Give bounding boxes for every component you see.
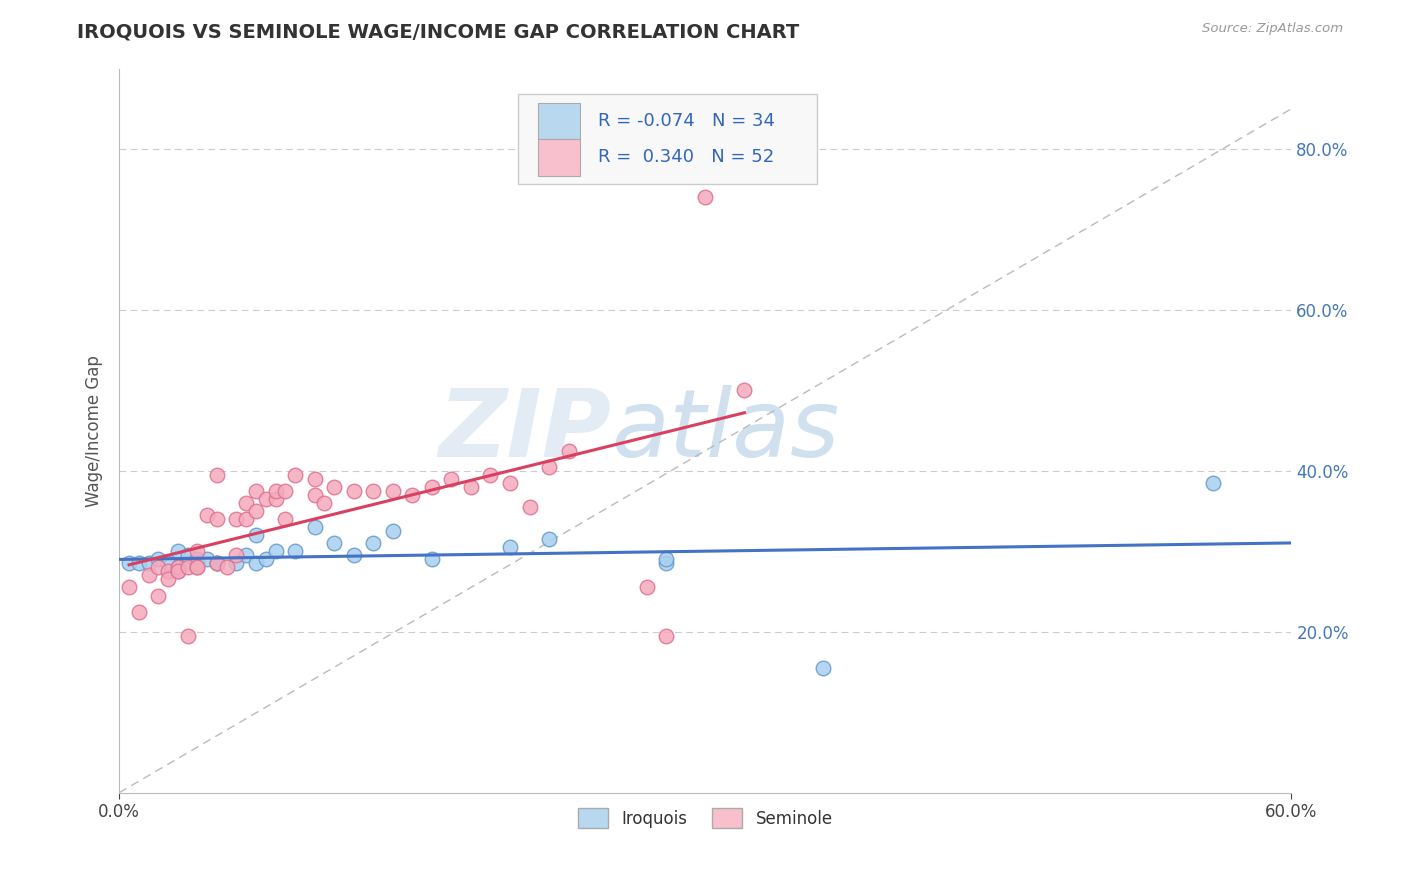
Point: [148, 589, 170, 603]
Point: [557, 443, 579, 458]
Point: [186, 560, 208, 574]
Point: [695, 190, 717, 204]
Point: [274, 483, 297, 498]
Point: [440, 472, 463, 486]
FancyBboxPatch shape: [537, 103, 579, 139]
Point: [138, 557, 160, 571]
Point: [245, 557, 267, 571]
Point: [157, 565, 180, 579]
Point: [176, 549, 198, 563]
Text: Source: ZipAtlas.com: Source: ZipAtlas.com: [1202, 22, 1343, 36]
Point: [420, 552, 443, 566]
Point: [245, 504, 267, 518]
Point: [205, 557, 228, 571]
Point: [284, 544, 307, 558]
Legend: Iroquois, Seminole: Iroquois, Seminole: [571, 801, 839, 835]
Point: [186, 557, 208, 571]
FancyBboxPatch shape: [537, 139, 579, 176]
Point: [264, 483, 287, 498]
Point: [176, 560, 198, 574]
Y-axis label: Wage/Income Gap: Wage/Income Gap: [86, 355, 103, 507]
Point: [176, 557, 198, 571]
Point: [343, 483, 366, 498]
Point: [225, 549, 247, 563]
Point: [274, 512, 297, 526]
Point: [655, 552, 678, 566]
Point: [343, 549, 366, 563]
Point: [167, 560, 190, 574]
Point: [176, 629, 198, 643]
Point: [304, 520, 326, 534]
Text: IROQUOIS VS SEMINOLE WAGE/INCOME GAP CORRELATION CHART: IROQUOIS VS SEMINOLE WAGE/INCOME GAP COR…: [77, 22, 800, 41]
Point: [245, 528, 267, 542]
Point: [811, 661, 834, 675]
Point: [499, 541, 522, 555]
Point: [186, 552, 208, 566]
Point: [304, 472, 326, 486]
Point: [167, 565, 190, 579]
Point: [401, 488, 423, 502]
Point: [1202, 475, 1225, 490]
Point: [264, 491, 287, 506]
Point: [361, 536, 384, 550]
Point: [381, 524, 404, 538]
Point: [167, 544, 190, 558]
Point: [323, 536, 346, 550]
Point: [254, 491, 277, 506]
Point: [148, 552, 170, 566]
Point: [215, 560, 238, 574]
Text: atlas: atlas: [612, 385, 839, 476]
Point: [195, 552, 218, 566]
Point: [254, 552, 277, 566]
Text: ZIP: ZIP: [439, 384, 612, 476]
Point: [186, 557, 208, 571]
Point: [235, 549, 257, 563]
Point: [479, 467, 502, 482]
Point: [420, 480, 443, 494]
Point: [205, 557, 228, 571]
Point: [205, 467, 228, 482]
Point: [733, 384, 755, 398]
Point: [314, 496, 336, 510]
FancyBboxPatch shape: [517, 94, 817, 185]
Point: [138, 568, 160, 582]
Point: [205, 557, 228, 571]
Point: [304, 488, 326, 502]
Point: [245, 483, 267, 498]
Point: [636, 581, 658, 595]
Point: [264, 544, 287, 558]
Point: [538, 459, 561, 474]
Point: [167, 565, 190, 579]
Point: [128, 557, 150, 571]
Point: [499, 475, 522, 490]
Point: [361, 483, 384, 498]
Point: [235, 512, 257, 526]
Point: [148, 560, 170, 574]
Point: [186, 544, 208, 558]
Point: [118, 581, 141, 595]
Point: [655, 557, 678, 571]
Point: [118, 557, 141, 571]
Point: [284, 467, 307, 482]
Point: [519, 500, 541, 514]
Text: R = -0.074   N = 34: R = -0.074 N = 34: [598, 112, 775, 130]
Point: [157, 557, 180, 571]
Point: [460, 480, 482, 494]
Point: [323, 480, 346, 494]
Point: [128, 605, 150, 619]
Point: [205, 512, 228, 526]
Text: R =  0.340   N = 52: R = 0.340 N = 52: [598, 148, 773, 166]
Point: [195, 508, 218, 522]
Point: [381, 483, 404, 498]
Point: [655, 629, 678, 643]
Point: [157, 573, 180, 587]
Point: [186, 560, 208, 574]
Point: [225, 557, 247, 571]
Point: [538, 532, 561, 546]
Point: [167, 560, 190, 574]
Point: [235, 496, 257, 510]
Point: [225, 512, 247, 526]
